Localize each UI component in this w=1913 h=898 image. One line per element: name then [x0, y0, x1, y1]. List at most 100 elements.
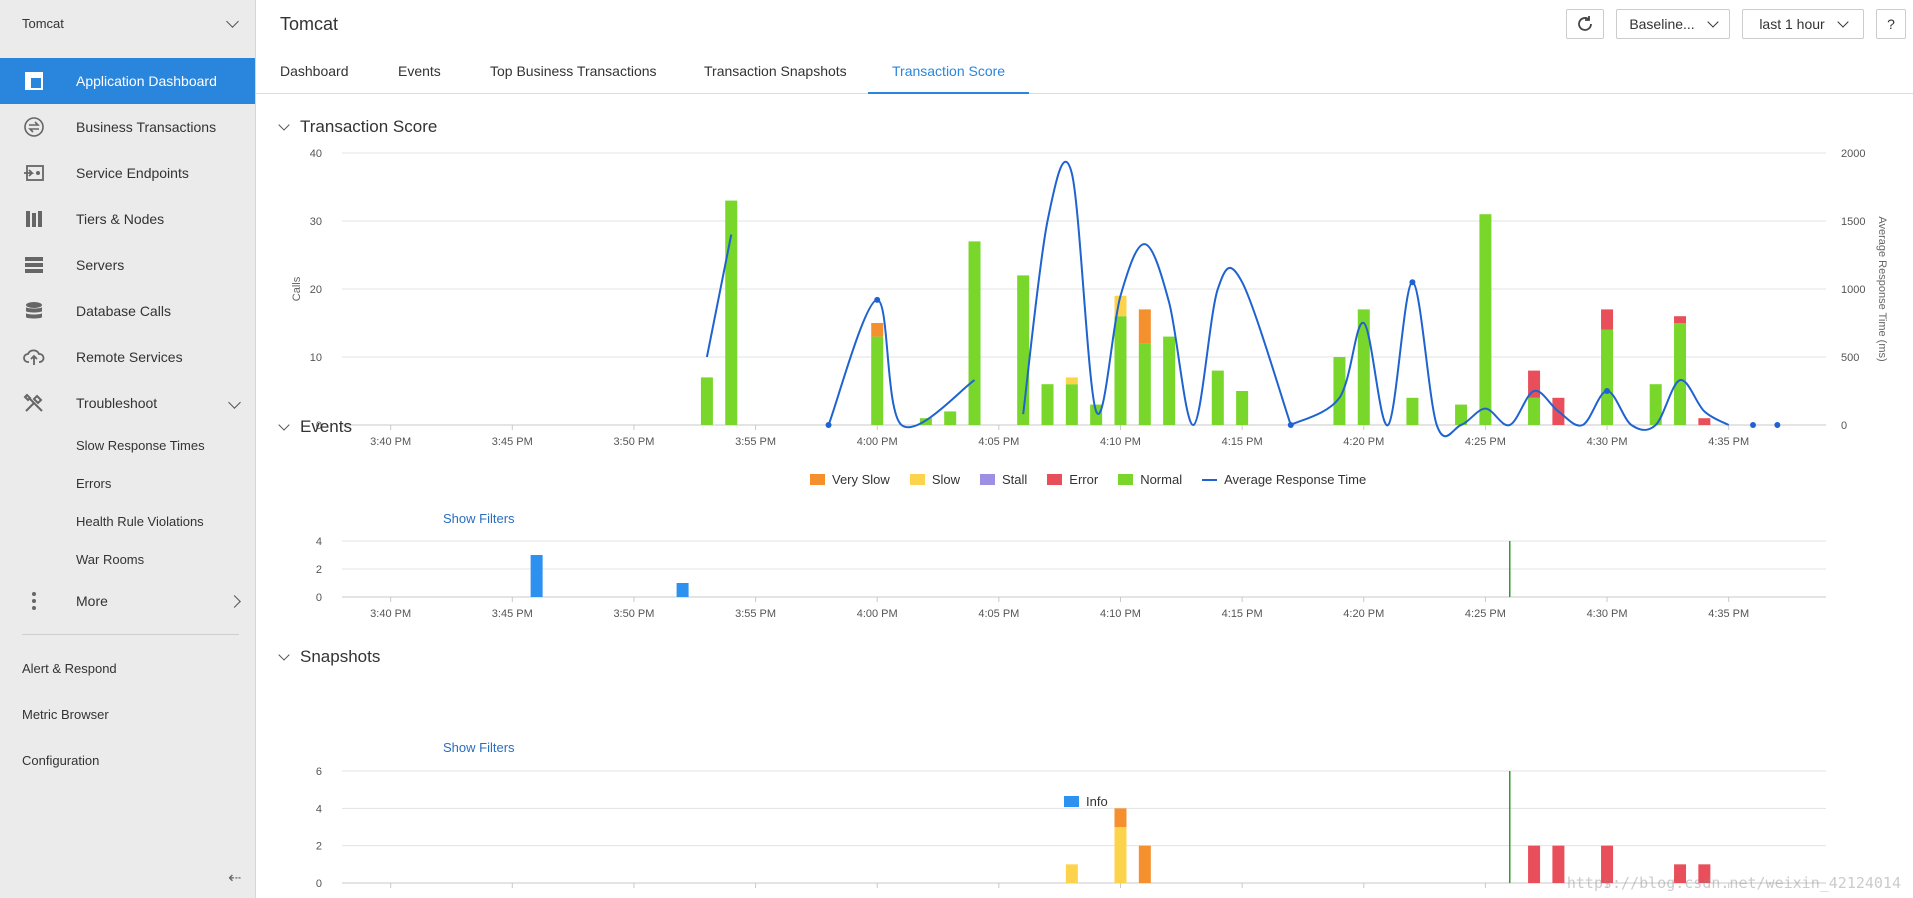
bar-normal	[1163, 336, 1176, 425]
x-tick-label: 4:35 PM	[1708, 608, 1749, 620]
tab-dashboard[interactable]: Dashboard	[280, 63, 349, 79]
tab-top-business-transactions[interactable]: Top Business Transactions	[490, 63, 657, 79]
sidebar-item-more[interactable]: More	[0, 578, 255, 624]
tab-events[interactable]: Events	[398, 63, 441, 79]
sidebar-item-business-transactions[interactable]: Business Transactions	[0, 104, 255, 150]
x-tick-label: 4:05 PM	[978, 608, 1019, 620]
cloud-upload-icon	[22, 345, 46, 369]
sidebar-item-database-calls[interactable]: Database Calls	[0, 288, 255, 334]
legend-error[interactable]: Error	[1047, 472, 1098, 487]
tab-transaction-score[interactable]: Transaction Score	[868, 48, 1030, 94]
bar-normal	[1017, 275, 1030, 425]
bar-normal	[944, 411, 957, 425]
swatch-normal	[1118, 474, 1134, 485]
data-point-average-response-time	[874, 296, 881, 303]
x-tick-label: 4:10 PM	[1100, 436, 1141, 448]
bar-normal	[1090, 404, 1103, 425]
data-point-average-response-time	[1287, 422, 1294, 428]
help-icon: ?	[1887, 16, 1895, 32]
collapse-sidebar-icon[interactable]: ⇠	[228, 870, 242, 887]
legend-average-response-time[interactable]: Average Response Time	[1202, 472, 1366, 487]
bar-normal	[1528, 397, 1541, 425]
x-tick-label: 4:35 PM	[1708, 436, 1749, 448]
refresh-button[interactable]	[1566, 9, 1604, 39]
sidebar-link-metric-browser[interactable]: Metric Browser	[22, 706, 109, 722]
section-title: Snapshots	[300, 647, 381, 666]
sidebar-subitem-war-rooms[interactable]: War Rooms	[76, 551, 145, 567]
y2-axis-label: Average Response Time (ms)	[1876, 216, 1888, 361]
transaction-score-section-header[interactable]: Transaction Score	[278, 117, 438, 137]
bar-normal	[1357, 309, 1370, 425]
legend-label: Average Response Time	[1224, 472, 1367, 487]
sidebar-subitem-health-rule-violations[interactable]: Health Rule Violations	[76, 513, 204, 529]
events-section-header[interactable]: Events	[278, 417, 352, 437]
sidebar: Tomcat Application Dashboard Business Tr…	[0, 0, 256, 898]
sidebar-item-remote-services[interactable]: Remote Services	[0, 334, 255, 380]
sidebar-item-service-endpoints[interactable]: Service Endpoints	[0, 150, 255, 196]
y-tick-label: 4	[316, 536, 322, 548]
sidebar-link-configuration[interactable]: Configuration	[22, 752, 100, 768]
sidebar-subitem-errors[interactable]: Errors	[76, 475, 112, 491]
bar-normal	[919, 418, 932, 425]
x-tick-label: 3:55 PM	[735, 608, 776, 620]
snapshots-section-header[interactable]: Snapshots	[278, 647, 381, 667]
sidebar-item-label: Servers	[76, 257, 125, 273]
section-title: Transaction Score	[300, 117, 438, 136]
watermark: https://blog.csdn.net/weixin_42124014	[1566, 874, 1901, 892]
dashboard-icon	[22, 69, 46, 93]
bar-normal	[1065, 384, 1078, 425]
application-selector[interactable]: Tomcat	[0, 0, 255, 46]
snapshots-show-filters-link[interactable]: Show Filters	[443, 740, 515, 755]
x-tick-label: 4:20 PM	[1343, 608, 1384, 620]
y-tick-label: 0	[316, 878, 322, 890]
sidebar-item-tiers-nodes[interactable]: Tiers & Nodes	[0, 196, 255, 242]
y-tick-label: 2	[316, 841, 322, 853]
baseline-label: Baseline...	[1629, 16, 1695, 32]
legend-very-slow[interactable]: Very Slow	[810, 472, 890, 487]
legend-slow[interactable]: Slow	[909, 472, 960, 487]
legend-label: Stall	[1002, 472, 1028, 487]
sidebar-item-application-dashboard[interactable]: Application Dashboard	[0, 58, 255, 104]
sidebar-item-servers[interactable]: Servers	[0, 242, 255, 288]
x-tick-label: 4:00 PM	[857, 608, 898, 620]
sidebar-link-alert-respond[interactable]: Alert & Respond	[22, 660, 117, 676]
legend-normal[interactable]: Normal	[1118, 472, 1182, 487]
sidebar-item-label: Database Calls	[76, 303, 171, 319]
data-point-average-response-time	[1604, 388, 1611, 394]
sidebar-subitem-slow-response-times[interactable]: Slow Response Times	[76, 437, 205, 453]
main-content: Transaction Score 0 10 20 30 40 3:40 PM 3:45 P…	[256, 95, 1913, 898]
time-range-dropdown[interactable]: last 1 hour	[1742, 9, 1864, 39]
sidebar-item-troubleshoot[interactable]: Troubleshoot	[0, 380, 255, 426]
swatch-slow	[909, 474, 925, 485]
swatch-very-slow	[810, 474, 825, 485]
sidebar-item-label: Application Dashboard	[76, 73, 217, 89]
swatch-info	[1064, 796, 1079, 807]
events-legend: Info	[1064, 794, 1128, 809]
server-icon	[22, 253, 46, 277]
data-point-average-response-time	[825, 422, 832, 428]
bar-normal	[871, 336, 884, 425]
bar-slow	[1114, 827, 1127, 883]
bar-error	[1601, 309, 1614, 330]
x-tick-label: 4:15 PM	[1222, 436, 1263, 448]
help-button[interactable]: ?	[1876, 9, 1906, 39]
x-tick-label: 4:30 PM	[1587, 436, 1628, 448]
legend-stall[interactable]: Stall	[980, 472, 1027, 487]
events-show-filters-link[interactable]: Show Filters	[443, 511, 515, 526]
baseline-dropdown[interactable]: Baseline...	[1616, 9, 1730, 39]
legend-label: Slow	[931, 472, 960, 487]
x-tick-label: 4:25 PM	[1465, 436, 1506, 448]
bar-error	[1674, 864, 1687, 883]
y2-tick-label: 0	[1841, 420, 1847, 432]
y-tick-label: 0	[316, 420, 322, 432]
y-tick-label: 40	[310, 148, 322, 160]
y-tick-label: 4	[316, 803, 322, 815]
series-line-average-response-time	[827, 298, 976, 429]
y-tick-label: 6	[316, 766, 322, 778]
y-tick-label: 20	[310, 284, 322, 296]
tab-transaction-snapshots[interactable]: Transaction Snapshots	[704, 63, 847, 79]
bar-slow	[1065, 864, 1078, 883]
tab-bar: Dashboard Events Top Business Transactio…	[256, 48, 1913, 94]
bar-error	[1552, 845, 1565, 883]
legend-info[interactable]: Info	[1064, 794, 1108, 809]
